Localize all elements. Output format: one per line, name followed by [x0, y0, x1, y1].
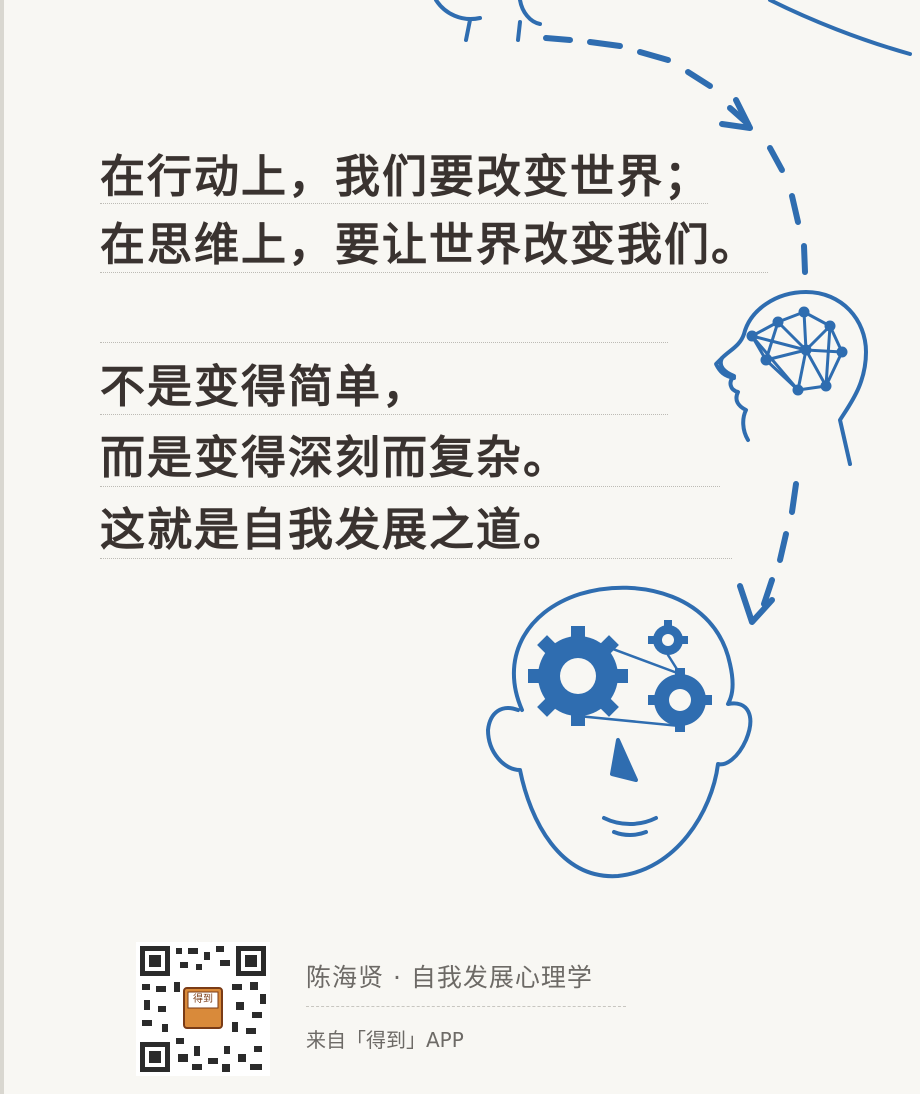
gear-icon [528, 620, 712, 732]
quote-text: 这就是自我发展之道。 [100, 503, 571, 556]
quote-text: 在思维上，要让世界改变我们。 [100, 218, 759, 271]
qr-badge-label: 得到 [193, 994, 213, 1005]
ruled-line [100, 272, 768, 273]
dashed-arrow-icon [737, 481, 799, 625]
ruled-line [100, 486, 720, 487]
ruled-line [100, 558, 732, 559]
ruled-line [100, 203, 708, 204]
brain-network-icon [746, 306, 848, 396]
source-label: 来自「得到」APP [306, 1028, 464, 1052]
quote-line-3: 不是变得简单， [100, 356, 429, 416]
footer-divider [306, 1006, 626, 1007]
ruled-line [100, 342, 668, 343]
quote-text: 而是变得深刻而复杂。 [100, 431, 571, 484]
course-title: 陈海贤 · 自我发展心理学 [306, 963, 593, 992]
quote-line-2: 在思维上，要让世界改变我们。 [100, 214, 758, 274]
quote-text: 不是变得简单， [100, 360, 430, 413]
gear-chain-icon [576, 634, 682, 728]
gears-head-icon [486, 585, 753, 879]
top-head-icon [434, 0, 912, 56]
quote-line-5: 这就是自我发展之道。 [100, 499, 570, 559]
quote-line-1: 在行动上，我们要改变世界； [100, 146, 711, 206]
qr-code-graphic [136, 942, 270, 1076]
quote-line-4: 而是变得深刻而复杂。 [100, 427, 570, 487]
qr-code-icon[interactable]: 得到 [136, 942, 270, 1076]
ruled-line [100, 414, 668, 415]
page-edge [0, 0, 4, 1094]
dashed-arrow-icon [543, 35, 808, 275]
quote-text: 在行动上，我们要改变世界； [100, 150, 712, 203]
head-outline-icon [714, 290, 868, 466]
